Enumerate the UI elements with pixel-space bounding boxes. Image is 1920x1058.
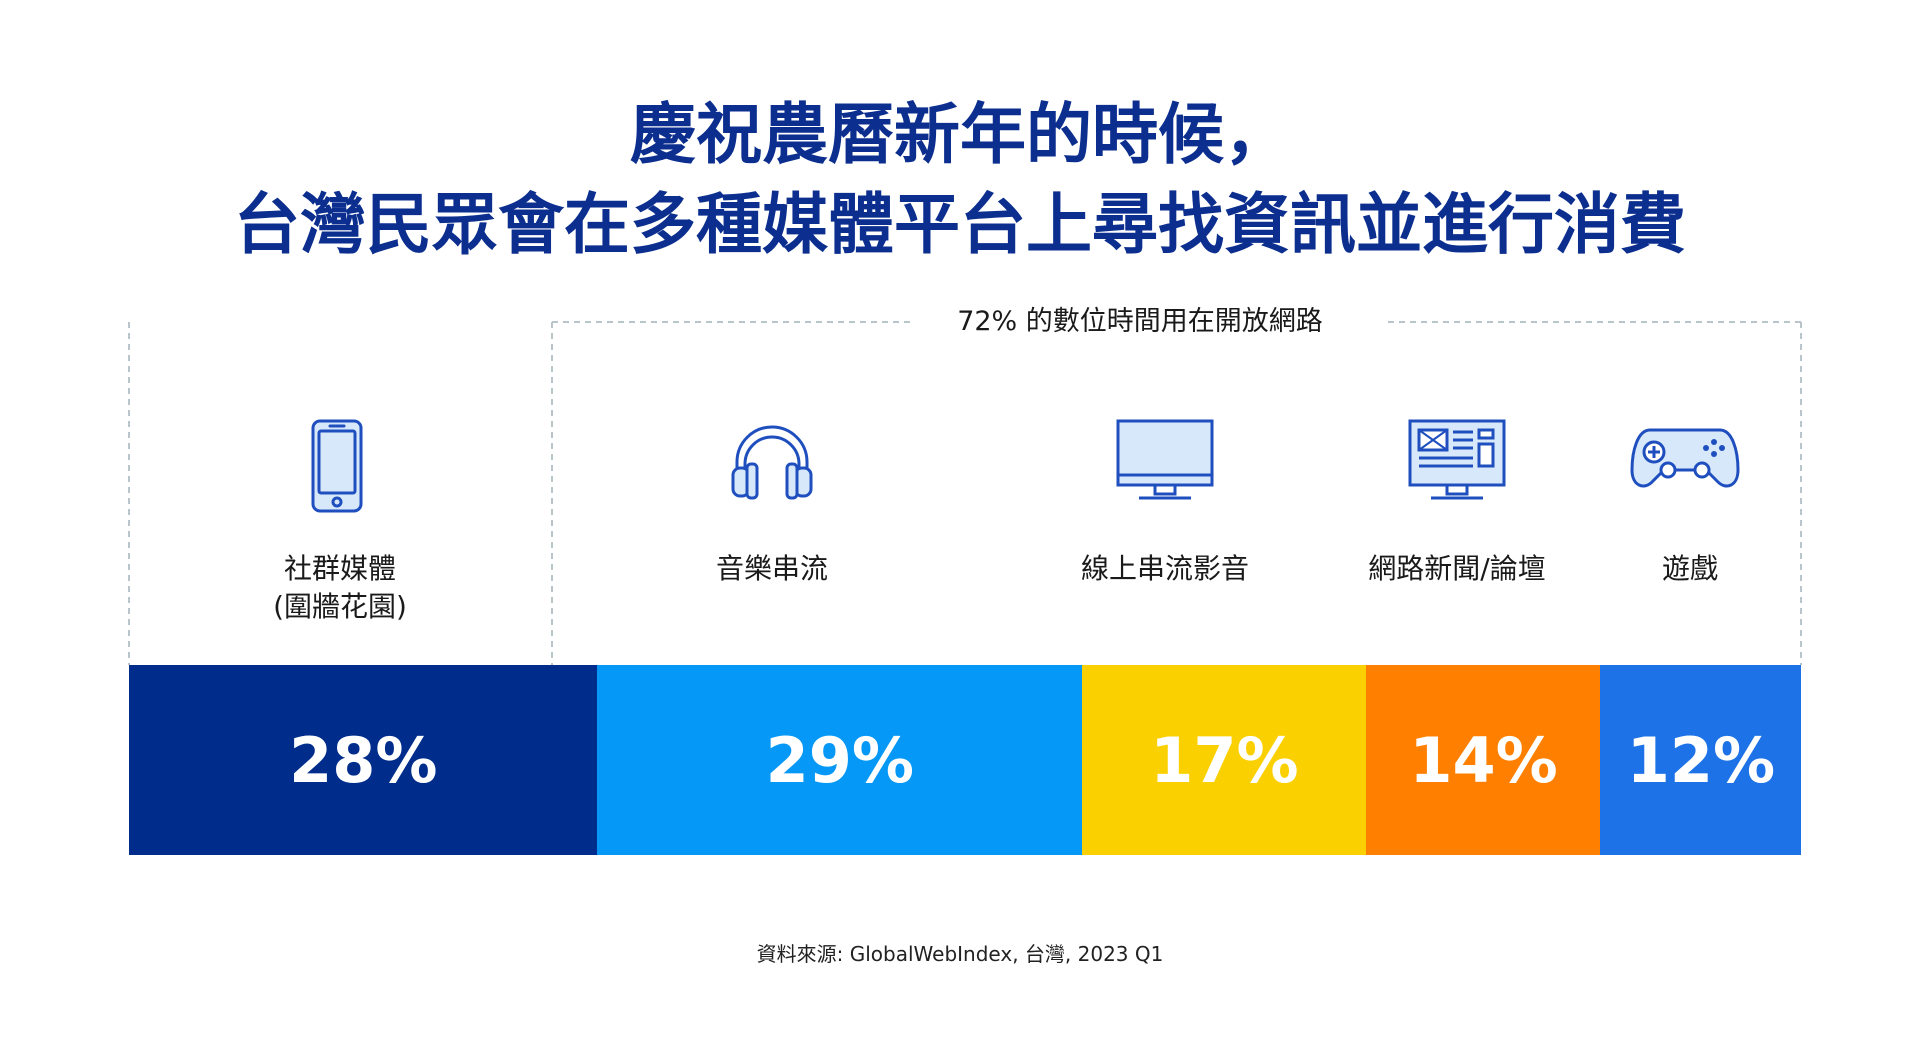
stacked-bar: 28% 29% 17% 14% 12% [129,665,1802,855]
bar-value-label: 29% [765,723,915,797]
category-label-social: 社群媒體 (圍牆花園) [230,550,450,626]
headphones-icon [731,425,813,500]
gamepad-icon [1630,428,1740,488]
title-line-2: 台灣民眾會在多種媒體平台上尋找資訊並進行消費 [234,186,1686,263]
open-web-label: 72% 的數位時間用在開放網路 [915,302,1365,342]
category-label-music-text: 音樂串流 [715,552,828,585]
smartphone-icon [311,419,363,513]
bar-value-label: 17% [1150,723,1299,797]
category-label-news-text: 網路新聞/論壇 [1368,552,1546,585]
category-label-news: 網路新聞/論壇 [1337,550,1577,588]
bar-segment-social: 28% [129,665,598,855]
bar-segment-games: 12% [1600,665,1802,855]
category-label-games: 遊戲 [1610,550,1770,588]
bar-value-label: 28% [289,723,438,797]
source-note: 資料來源: GlobalWebIndex, 台灣, 2023 Q1 [756,942,1164,966]
bar-segment-video: 17% [1082,665,1367,855]
bar-segment-news: 14% [1366,665,1601,855]
category-label-video-text: 線上串流影音 [1080,552,1249,585]
category-label-social-line2: (圍牆花園) [273,590,407,623]
bar-value-label: 12% [1626,723,1776,797]
category-label-games-text: 遊戲 [1661,552,1718,585]
news-icon [1408,419,1506,500]
category-label-social-line1: 社群媒體 [283,552,396,585]
title-line-1: 慶祝農曆新年的時候， [630,96,1290,173]
category-label-music: 音樂串流 [662,550,882,588]
bar-value-label: 14% [1409,723,1558,797]
bar-segment-music: 29% [597,665,1083,855]
monitor-icon [1116,419,1214,500]
category-label-video: 線上串流影音 [1045,550,1285,588]
